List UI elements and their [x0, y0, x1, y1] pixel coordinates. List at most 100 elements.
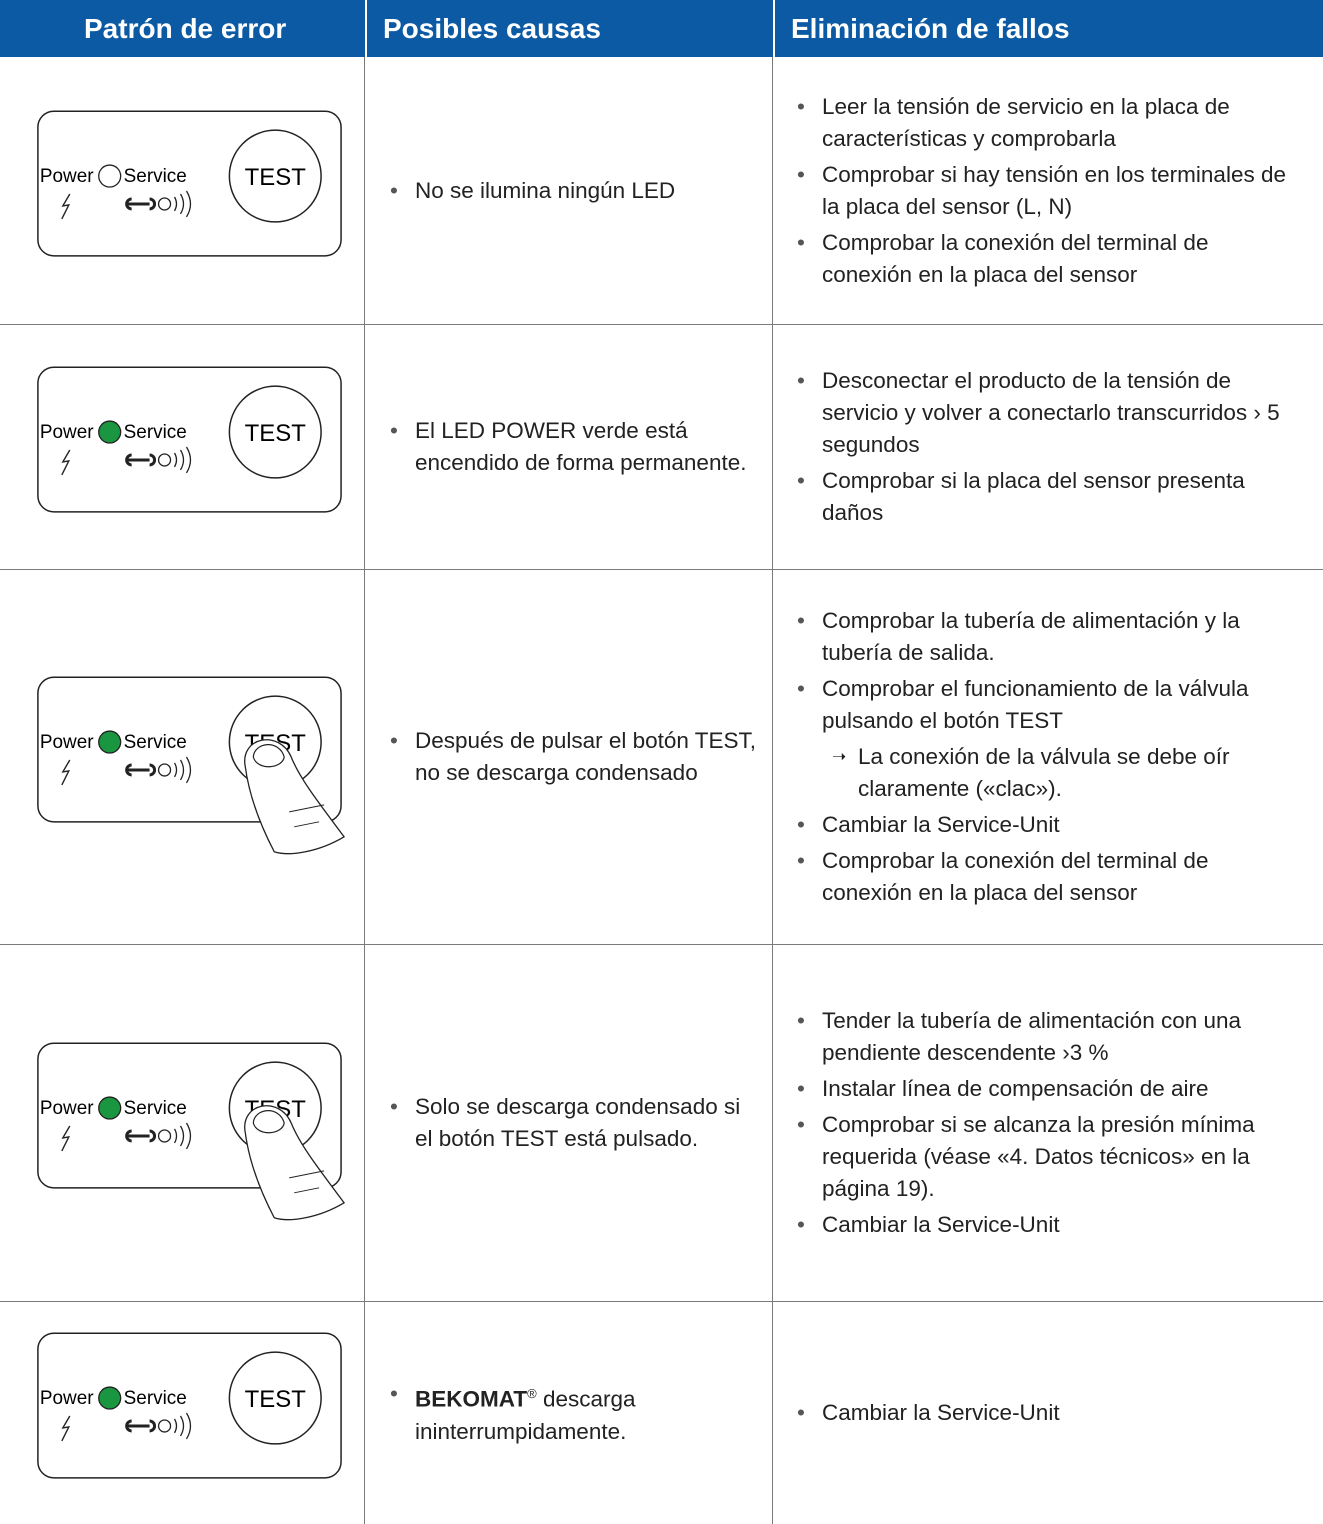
finger: [244, 1105, 346, 1221]
cause-text: Solo se descarga condensado si el botón …: [415, 1094, 741, 1151]
fingernail: [252, 1110, 285, 1134]
service-label: Service: [124, 1098, 187, 1119]
power-led: [98, 1096, 122, 1120]
finger-crease: [289, 1170, 325, 1194]
test-label: TEST: [245, 164, 307, 191]
wrench-icon: [125, 1129, 156, 1143]
fix-text: Comprobar la conexión del terminal de co…: [822, 229, 1209, 287]
pattern-cell: Power Service TEST: [0, 57, 365, 324]
brand-name: BEKOMAT: [415, 1386, 528, 1412]
power-label: Power: [40, 1388, 94, 1409]
cause-cell: BEKOMAT® descarga ininterrumpidamente.: [365, 1302, 773, 1524]
fix-text: Comprobar si se alcanza la presión mínim…: [822, 1112, 1255, 1201]
sound-icon: [173, 756, 192, 784]
column-header: Posibles causas: [367, 0, 773, 57]
cause: BEKOMAT® descarga ininterrumpidamente.: [390, 1378, 758, 1448]
test-button: [228, 128, 322, 223]
table-row: PowerServiceTESTDespués de pulsar el bot…: [0, 570, 1323, 945]
power-led: [98, 420, 122, 444]
fix-item: Comprobar si la placa del sensor present…: [797, 465, 1303, 529]
control-panel: Power Service TEST: [37, 109, 342, 257]
fix-item: Cambiar la Service-Unit: [797, 1209, 1303, 1241]
fix-list: Leer la tensión de servicio en la placa …: [797, 87, 1303, 295]
cause-text: Después de pulsar el botón TEST, no se d…: [415, 728, 757, 785]
service-label: Service: [124, 166, 187, 187]
fix-item: Desconectar el producto de la tensión de…: [797, 365, 1303, 461]
test-button: [228, 1351, 322, 1445]
service-label: Service: [124, 1388, 187, 1409]
table-row: PowerServiceTESTSolo se descarga condens…: [0, 945, 1323, 1302]
lightning-icon: [61, 193, 71, 219]
fix-item: Comprobar la conexión del terminal de co…: [797, 845, 1303, 909]
lightning-icon: [61, 1125, 71, 1152]
fix-text: Comprobar si hay tensión en los terminal…: [822, 161, 1286, 219]
power-led: [98, 163, 122, 188]
table-row: Power Service TEST El LED POWER verde está …: [0, 325, 1323, 570]
fixes-cell: Leer la tensión de servicio en la placa …: [773, 57, 1323, 324]
column-header: Eliminación de fallos: [775, 0, 1323, 57]
cause: No se ilumina ningún LED: [390, 175, 676, 207]
fix-item: Tender la tubería de alimentación con un…: [797, 1005, 1303, 1069]
lightning-icon: [61, 449, 71, 476]
fix-item: Leer la tensión de servicio en la placa …: [797, 91, 1303, 155]
header-text: Patrón de error: [84, 13, 287, 44]
sound-icon: [173, 1122, 192, 1150]
table-row: Power Service TEST No se ilumina ningún LED…: [0, 57, 1323, 325]
service-label: Service: [124, 422, 187, 443]
cause-cell: Solo se descarga condensado si el botón …: [365, 945, 773, 1301]
fix-text: Cambiar la Service-Unit: [822, 1212, 1060, 1237]
fixes-cell: Cambiar la Service-Unit: [773, 1302, 1323, 1524]
power-led: [98, 1386, 122, 1410]
cause-text: descarga ininterrumpidamente.: [415, 1386, 636, 1444]
wrench-icon: [125, 453, 156, 467]
test-label: TEST: [245, 420, 307, 447]
fixes-cell: Tender la tubería de alimentación con un…: [773, 945, 1323, 1301]
fix-list: Desconectar el producto de la tensión de…: [797, 361, 1303, 533]
lightning-icon: [61, 1415, 71, 1442]
header-text: Posibles causas: [383, 13, 601, 44]
test-button: [228, 385, 322, 479]
cause-text: No se ilumina ningún LED: [415, 177, 676, 203]
fix-text: Comprobar si la placa del sensor present…: [822, 468, 1245, 525]
cause-cell: El LED POWER verde está encendido de for…: [365, 325, 773, 569]
valve-icon: [157, 196, 172, 211]
sound-icon: [173, 190, 192, 217]
power-label: Power: [40, 732, 94, 753]
fix-text: Cambiar la Service-Unit: [822, 1400, 1060, 1425]
sound-icon: [173, 446, 192, 474]
fix-item: Comprobar la tubería de alimentación y l…: [797, 605, 1303, 669]
fix-text: Leer la tensión de servicio en la placa …: [822, 93, 1230, 151]
wrench-icon: [125, 196, 156, 210]
fix-text: Comprobar la conexión del terminal de co…: [822, 848, 1209, 905]
fix-item: Cambiar la Service-Unit: [797, 1397, 1060, 1429]
trademark: ®: [527, 1386, 537, 1402]
fix-text: Comprobar el funcionamiento de la válvul…: [822, 676, 1249, 733]
valve-icon: [157, 1419, 172, 1433]
fix-item: Comprobar si se alcanza la presión mínim…: [797, 1109, 1303, 1205]
cause-cell: No se ilumina ningún LED: [365, 57, 773, 324]
valve-icon: [157, 1129, 172, 1143]
sound-icon: [173, 1412, 192, 1440]
power-label: Power: [40, 166, 94, 187]
fingernail: [252, 744, 285, 768]
wrench-icon: [125, 763, 156, 777]
fix-note: La conexión de la válvula se debe oír cl…: [822, 741, 1303, 805]
fix-text: Instalar línea de compensación de aire: [822, 1076, 1209, 1101]
cause: Solo se descarga condensado si el botón …: [390, 1091, 758, 1155]
wrench-icon: [125, 1419, 156, 1433]
fix-list: Comprobar la tubería de alimentación y l…: [797, 601, 1303, 913]
fix-text: Tender la tubería de alimentación con un…: [822, 1008, 1242, 1065]
fix-text: Cambiar la Service-Unit: [822, 812, 1060, 837]
service-label: Service: [124, 732, 187, 753]
header-text: Eliminación de fallos: [791, 13, 1070, 44]
valve-icon: [157, 453, 172, 467]
fix-list: Tender la tubería de alimentación con un…: [797, 1001, 1303, 1245]
fix-item: Comprobar si hay tensión en los terminal…: [797, 159, 1303, 223]
power-label: Power: [40, 1098, 94, 1119]
